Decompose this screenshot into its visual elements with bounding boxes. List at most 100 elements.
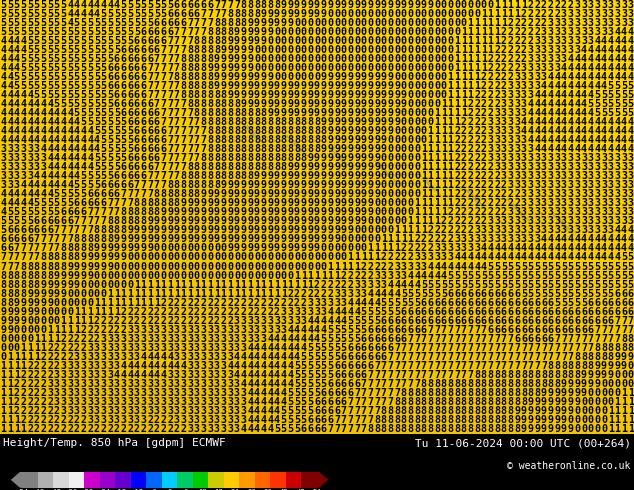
Text: 3: 3: [588, 153, 593, 163]
Text: 7: 7: [461, 361, 467, 371]
Text: 0: 0: [127, 262, 133, 271]
Text: 1: 1: [461, 26, 467, 37]
Text: 9: 9: [261, 171, 267, 181]
Text: 4: 4: [7, 45, 13, 55]
Text: 6: 6: [601, 307, 607, 317]
Text: 9: 9: [301, 81, 307, 91]
Text: 3: 3: [541, 225, 547, 235]
Text: 7: 7: [601, 334, 607, 344]
Text: 0: 0: [314, 63, 320, 73]
Text: 0: 0: [160, 244, 167, 253]
Text: 8: 8: [100, 234, 107, 245]
Text: 8: 8: [54, 252, 60, 263]
Text: 0: 0: [301, 262, 307, 271]
Text: 9: 9: [588, 370, 593, 380]
Text: 2: 2: [27, 424, 33, 434]
Text: 5: 5: [87, 81, 93, 91]
Text: 6: 6: [327, 406, 333, 416]
Text: 1: 1: [387, 234, 394, 245]
Text: 0: 0: [321, 18, 327, 27]
Text: 6: 6: [120, 99, 126, 109]
Text: 7: 7: [34, 234, 40, 245]
Text: 9: 9: [234, 72, 240, 82]
Text: 6: 6: [574, 316, 580, 326]
Text: 4: 4: [47, 144, 53, 154]
Text: 0: 0: [374, 217, 380, 226]
Text: 5: 5: [327, 325, 333, 335]
Text: 5: 5: [301, 352, 307, 362]
Text: 9: 9: [274, 198, 280, 208]
Text: 3: 3: [181, 352, 186, 362]
Text: 4: 4: [588, 72, 593, 82]
Text: 8: 8: [481, 370, 487, 380]
Text: 6: 6: [554, 316, 560, 326]
Text: 6: 6: [427, 307, 434, 317]
Text: 5: 5: [113, 8, 120, 19]
Text: 7: 7: [354, 406, 360, 416]
Text: 8: 8: [261, 0, 267, 9]
Text: 4: 4: [254, 424, 260, 434]
Text: 5: 5: [147, 18, 153, 27]
Text: 5: 5: [561, 280, 567, 290]
Text: 7: 7: [601, 325, 607, 335]
Text: 6: 6: [588, 316, 593, 326]
Text: 9: 9: [294, 90, 300, 100]
Text: 4: 4: [14, 108, 20, 118]
Text: 4: 4: [548, 90, 553, 100]
Text: 3: 3: [81, 388, 86, 398]
Text: 7: 7: [340, 406, 347, 416]
Text: 6: 6: [387, 316, 394, 326]
Text: 6: 6: [347, 388, 353, 398]
Text: 4: 4: [387, 280, 394, 290]
Text: 1: 1: [261, 289, 267, 298]
Text: 2: 2: [501, 180, 507, 190]
Text: 8: 8: [394, 415, 400, 425]
Text: 0: 0: [394, 180, 400, 190]
Text: 9: 9: [314, 198, 320, 208]
Text: 0: 0: [381, 217, 387, 226]
Text: 0: 0: [408, 99, 413, 109]
Text: 8: 8: [467, 388, 474, 398]
Text: 2: 2: [481, 198, 487, 208]
Text: 9: 9: [294, 207, 300, 217]
Text: 3: 3: [194, 388, 200, 398]
Text: 3: 3: [1, 171, 6, 181]
Text: 9: 9: [574, 388, 580, 398]
Text: 6: 6: [327, 379, 333, 389]
Text: 8: 8: [374, 424, 380, 434]
Text: 5: 5: [134, 26, 140, 37]
Text: 7: 7: [354, 388, 360, 398]
Text: 4: 4: [1, 90, 6, 100]
Text: 7: 7: [147, 63, 153, 73]
Text: 5: 5: [27, 63, 33, 73]
Text: 6: 6: [401, 334, 407, 344]
Text: 8: 8: [607, 343, 614, 353]
Text: 7: 7: [441, 352, 447, 362]
Text: 4: 4: [607, 126, 614, 136]
Text: 5: 5: [594, 90, 600, 100]
Text: 4: 4: [561, 81, 567, 91]
Text: 1: 1: [448, 117, 453, 127]
Text: 0: 0: [334, 8, 340, 19]
Text: 0: 0: [567, 415, 574, 425]
Text: 0: 0: [381, 162, 387, 172]
Text: 5: 5: [120, 126, 126, 136]
Text: 3: 3: [601, 153, 607, 163]
Text: 3: 3: [494, 234, 500, 245]
Text: 2: 2: [14, 388, 20, 398]
Text: 3: 3: [107, 361, 113, 371]
Text: 3: 3: [227, 379, 233, 389]
Text: 2: 2: [494, 72, 500, 82]
Text: 9: 9: [314, 0, 320, 9]
Text: 8: 8: [187, 189, 193, 199]
Text: 5: 5: [434, 280, 440, 290]
Text: 3: 3: [574, 180, 580, 190]
Text: 1: 1: [41, 334, 46, 344]
Text: 2: 2: [200, 316, 207, 326]
Text: 3: 3: [361, 280, 366, 290]
Text: 8: 8: [81, 244, 86, 253]
Text: 0: 0: [448, 0, 453, 9]
Text: 9: 9: [334, 144, 340, 154]
Text: 4: 4: [7, 108, 13, 118]
Text: 4: 4: [614, 26, 620, 37]
